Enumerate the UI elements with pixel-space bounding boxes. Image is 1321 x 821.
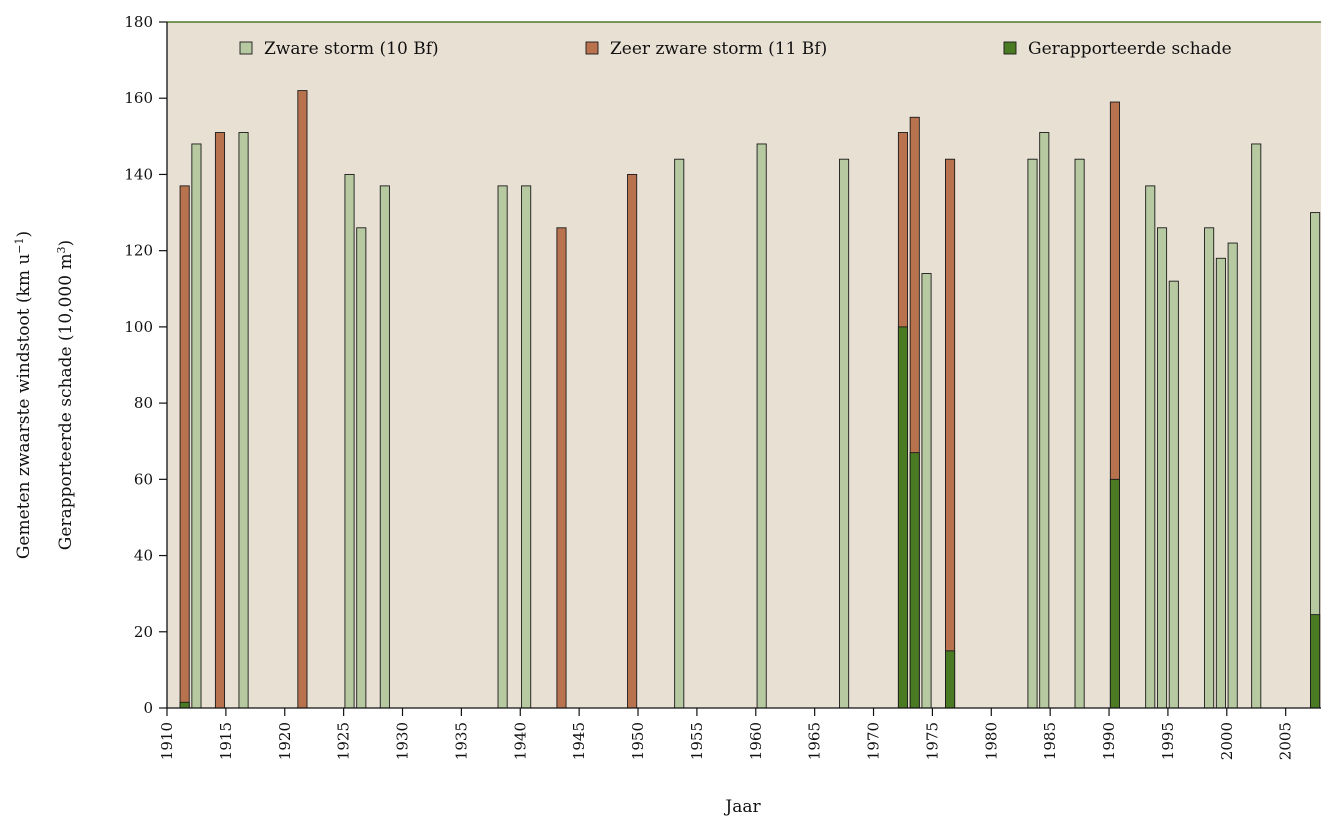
- bar-damage-1990: [1109, 478, 1120, 709]
- x-axis: 1910 1915 1920 1925 1930 1935 1940 1945 1950 1955…: [158, 707, 1321, 760]
- bar-storm-10bf-1999: [1215, 257, 1226, 709]
- x-tick-label-1945: 1945: [570, 722, 588, 760]
- bar-storm-10bf-1998: [1204, 227, 1215, 709]
- legend-label-storm-10bf: Zware storm (10 Bf): [264, 39, 439, 59]
- x-tick-label-1980: 1980: [982, 722, 1000, 760]
- y-tick-label-100: 100: [124, 318, 153, 336]
- x-tick-label-1920: 1920: [276, 722, 294, 760]
- bar-storm-10bf-1912: [191, 143, 202, 709]
- bar-storm-10bf-2002: [1251, 143, 1262, 709]
- bar-storm-10bf-1983: [1027, 158, 1038, 709]
- x-tick-label-2000: 2000: [1218, 722, 1236, 760]
- x-tick-label-1930: 1930: [394, 722, 412, 760]
- bar-storm-11bf-1921: [297, 90, 308, 709]
- bar-storm-10bf-1967: [839, 158, 850, 709]
- bar-storm-10bf-1960: [756, 143, 767, 709]
- x-tick-label-1975: 1975: [923, 722, 941, 760]
- y-tick-label-40: 40: [134, 547, 153, 565]
- y-tick-label-120: 120: [124, 242, 153, 260]
- legend: Zware storm (10 Bf) Zeer zware storm (11 …: [239, 39, 1232, 59]
- bar-storm-10bf-1994: [1156, 227, 1168, 709]
- x-tick-label-1985: 1985: [1041, 722, 1059, 760]
- x-tick-label-1960: 1960: [747, 722, 765, 760]
- bar-damage-1976: [945, 650, 956, 709]
- x-tick-label-1925: 1925: [335, 722, 353, 760]
- y-tick-label-80: 80: [134, 394, 153, 412]
- y-axis-title-wind: Gemeten zwaarste windstoot (km u−1): [13, 231, 34, 559]
- x-tick-label-1990: 1990: [1100, 722, 1118, 760]
- bars-layer: [179, 90, 1321, 709]
- bar-storm-10bf-1926: [356, 227, 367, 709]
- y-axis-title-damage: Gerapporteerde schade (10,000 m3): [55, 240, 76, 550]
- bar-storm-10bf-1993: [1145, 185, 1156, 709]
- bar-storm-10bf-1995: [1168, 280, 1179, 709]
- x-tick-label-1965: 1965: [806, 722, 824, 760]
- legend-swatch-storm-10bf: [239, 41, 253, 55]
- x-tick-label-1995: 1995: [1159, 722, 1177, 760]
- bar-storm-11bf-1911: [179, 185, 190, 709]
- x-axis-title: Jaar: [723, 797, 761, 817]
- y-tick-label-20: 20: [134, 623, 153, 641]
- y-tick-label-180: 180: [124, 13, 153, 31]
- bar-damage-1972: [897, 326, 909, 709]
- x-tick-label-1935: 1935: [452, 722, 470, 760]
- bar-storm-10bf-2000: [1227, 242, 1238, 709]
- bar-storm-10bf-1928: [379, 185, 390, 709]
- bar-damage-1911: [179, 701, 190, 709]
- bar-storm-11bf-1976: [945, 158, 956, 709]
- bar-storm-10bf-1974: [921, 273, 932, 709]
- y-axis: 0 20 40 60 80 100 120 140 160 180: [124, 13, 168, 717]
- bar-storm-10bf-1916: [238, 132, 249, 709]
- legend-swatch-damage: [1003, 41, 1017, 55]
- bar-storm-10bf-1925: [344, 173, 355, 709]
- bar-storm-10bf-1938: [497, 185, 508, 709]
- bar-storm-11bf-1949: [627, 173, 638, 709]
- x-tick-label-1950: 1950: [629, 722, 647, 760]
- bar-damage-1973: [909, 452, 920, 709]
- x-tick-label-1970: 1970: [865, 722, 883, 760]
- bar-storm-10bf-1953: [674, 158, 685, 709]
- x-tick-label-2005: 2005: [1277, 722, 1295, 760]
- bar-storm-10bf-1984: [1039, 132, 1050, 709]
- bar-damage-2007: [1310, 614, 1321, 709]
- bar-storm-10bf-1940: [521, 185, 532, 709]
- legend-label-storm-11bf: Zeer zware storm (11 Bf): [610, 39, 827, 59]
- x-tick-label-1910: 1910: [158, 722, 176, 760]
- bar-storm-11bf-1943: [556, 227, 567, 709]
- y-tick-label-160: 160: [124, 89, 153, 107]
- y-tick-label-0: 0: [143, 699, 153, 717]
- legend-swatch-storm-11bf: [585, 41, 599, 55]
- x-tick-label-1955: 1955: [688, 722, 706, 760]
- y-tick-label-140: 140: [124, 165, 153, 183]
- y-tick-label-60: 60: [134, 470, 153, 488]
- legend-label-damage: Gerapporteerde schade: [1028, 39, 1232, 59]
- x-tick-label-1915: 1915: [217, 722, 235, 760]
- bar-storm-11bf-1914: [214, 132, 226, 709]
- x-tick-label-1940: 1940: [511, 722, 529, 760]
- bar-storm-10bf-1987: [1074, 158, 1085, 709]
